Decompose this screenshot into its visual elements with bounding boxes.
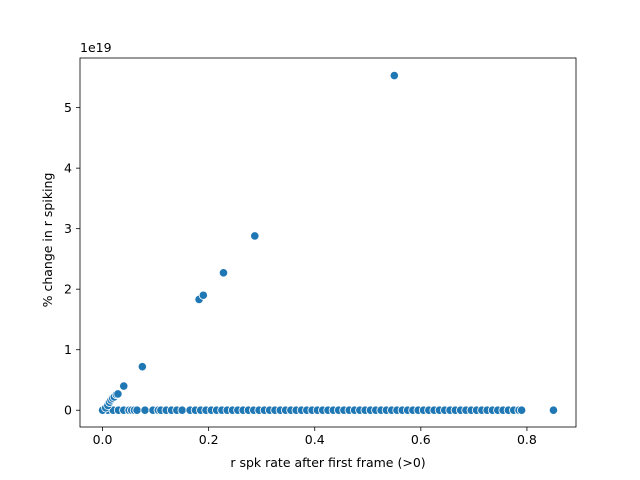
scatter-point xyxy=(389,70,399,81)
y-tick-label: 1 xyxy=(64,342,72,357)
scatter-point xyxy=(218,268,229,278)
y-axis-label: % change in r spiking xyxy=(40,173,55,308)
data-points xyxy=(97,70,559,415)
scatter-point xyxy=(517,405,527,415)
scatter-point xyxy=(132,405,142,415)
scatter-point xyxy=(137,362,147,372)
x-tick-label: 0.0 xyxy=(93,432,113,447)
scatter-point xyxy=(198,290,208,300)
y-tick-label: 3 xyxy=(64,221,72,236)
y-tick-label: 5 xyxy=(64,100,72,115)
y-axis-ticks: 0 1 2 3 4 5 xyxy=(64,100,80,418)
scatter-point xyxy=(140,405,150,415)
scatter-point xyxy=(119,381,129,391)
plot-area: 0.0 0.2 0.4 0.6 0.8 0 1 2 3 4 5 xyxy=(64,57,577,447)
x-tick-label: 0.6 xyxy=(411,432,431,447)
axes-background xyxy=(80,58,576,427)
scatter-point xyxy=(250,231,260,241)
scatter-point xyxy=(177,405,187,415)
y-tick-label: 0 xyxy=(64,403,72,418)
axes-frame xyxy=(79,57,577,428)
x-tick-label: 0.8 xyxy=(517,432,537,447)
scatter-point xyxy=(548,405,559,415)
x-axis-ticks: 0.0 0.2 0.4 0.6 0.8 xyxy=(93,427,537,447)
x-tick-label: 0.2 xyxy=(199,432,219,447)
scatter-point xyxy=(113,389,123,399)
x-axis-label: r spk rate after first frame (>0) xyxy=(230,455,425,470)
y-tick-label: 2 xyxy=(64,282,72,297)
y-tick-label: 4 xyxy=(64,161,72,176)
x-tick-label: 0.4 xyxy=(305,432,325,447)
y-offset-text: 1e19 xyxy=(80,40,112,55)
